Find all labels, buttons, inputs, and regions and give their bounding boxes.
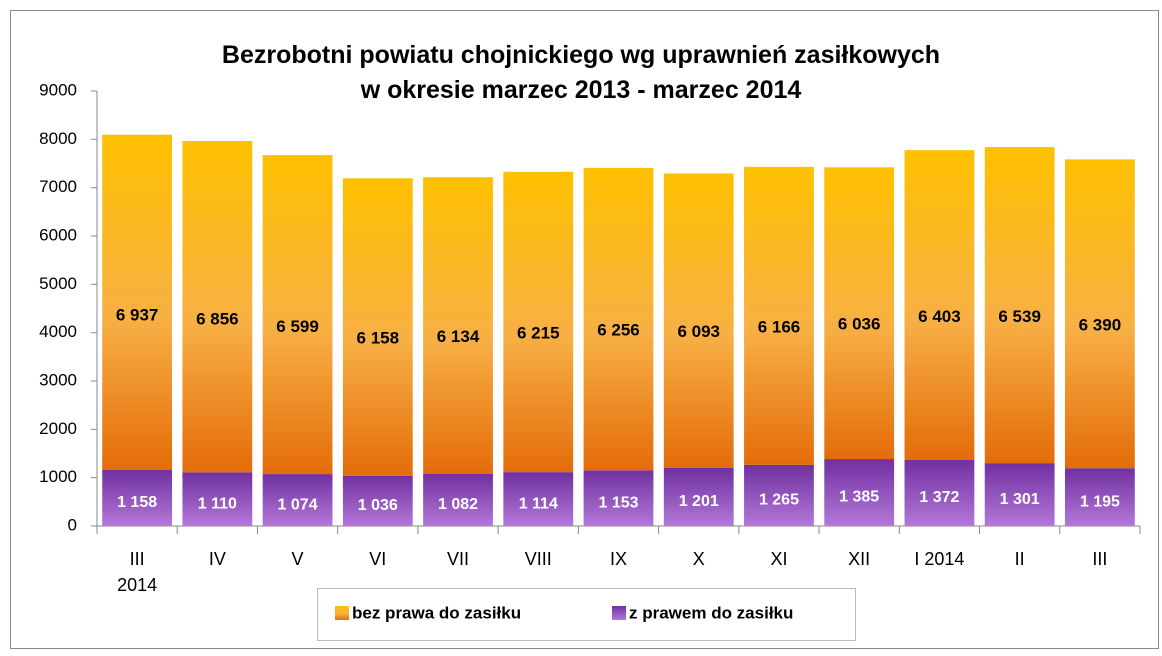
bar-segment [182, 140, 253, 473]
data-label: 6 390 [1079, 316, 1122, 335]
bar-segment [904, 150, 975, 460]
y-tick-label: 0 [68, 515, 77, 534]
x-tick-label: VII [447, 549, 470, 569]
x-tick-label: III 2014 [117, 549, 158, 595]
y-tick-label: 3000 [39, 370, 77, 389]
legend-swatch [612, 606, 626, 620]
data-label: 1 385 [839, 489, 879, 506]
data-label: 6 256 [597, 321, 640, 340]
data-label: 1 195 [1080, 493, 1120, 510]
y-tick-label: 8000 [39, 129, 77, 148]
bar-segment [583, 167, 654, 471]
bar-segment [744, 166, 814, 465]
bar-segment [984, 463, 1055, 526]
y-tick-label: 4000 [39, 322, 77, 341]
data-label: 1 201 [679, 493, 719, 510]
data-label: 6 937 [116, 305, 159, 324]
bar-segment [262, 474, 333, 526]
data-label: 6 158 [357, 328, 400, 347]
y-tick-label: 6000 [39, 225, 77, 244]
bar-segment [102, 470, 173, 526]
data-label: 6 215 [517, 323, 560, 342]
data-label: 1 110 [198, 495, 237, 512]
y-tick-label: 9000 [39, 80, 77, 99]
data-label: 6 093 [677, 322, 720, 341]
x-tick-label: III [1092, 549, 1108, 569]
legend-box [317, 588, 856, 641]
bar-segment [663, 173, 734, 468]
data-label: 1 114 [519, 495, 558, 512]
x-tick-label: II [1014, 549, 1025, 569]
chart-title: Bezrobotni powiatu chojnickiego wg upraw… [221, 41, 941, 104]
x-tick-label: I 2014 [914, 549, 965, 569]
data-label: 6 856 [196, 309, 239, 328]
legend-label: bez prawa do zasiłku [352, 603, 521, 622]
bar-segment [262, 155, 333, 475]
bar-segment [904, 459, 975, 526]
bar-segment [744, 464, 814, 526]
legend-swatch [335, 606, 349, 620]
data-label: 6 539 [998, 307, 1041, 326]
data-label: 6 599 [276, 317, 319, 336]
x-tick-label: V [291, 549, 304, 569]
data-label: 1 036 [358, 497, 398, 514]
bar-segment [102, 134, 173, 471]
y-tick-label: 1000 [39, 467, 77, 486]
bar-segment [663, 467, 734, 526]
bar-segment [824, 167, 895, 460]
data-label: 6 403 [918, 307, 961, 326]
bar-segment [342, 178, 413, 476]
x-tick-label: IV [208, 549, 226, 569]
data-label: 6 134 [437, 327, 480, 346]
data-label: 6 166 [758, 317, 801, 336]
x-tick-label: IX [609, 549, 627, 569]
bar-segment [182, 472, 253, 526]
x-tick-label: X [692, 549, 705, 569]
x-tick-label: XI [770, 549, 788, 569]
x-tick-label: VI [369, 549, 387, 569]
data-label: 1 074 [278, 496, 318, 513]
data-label: 6 036 [838, 314, 881, 333]
y-tick-label: 2000 [39, 419, 77, 438]
legend-label: z prawem do zasiłku [629, 603, 793, 622]
bar-segment [503, 171, 574, 473]
data-label: 1 158 [117, 494, 157, 511]
y-tick-label: 5000 [39, 274, 77, 293]
bar-segment [342, 475, 413, 526]
bar-segment [503, 472, 574, 526]
data-label: 1 082 [438, 496, 478, 513]
x-tick-label: VIII [524, 549, 552, 569]
y-tick-label: 7000 [39, 177, 77, 196]
bar-segment [1064, 468, 1135, 526]
bar-segment [423, 473, 493, 526]
data-label: 1 301 [1000, 491, 1040, 508]
bar-segment [583, 470, 654, 526]
bar-segment [1064, 159, 1135, 469]
data-label: 1 153 [598, 494, 638, 511]
x-tick-label: XII [848, 549, 871, 569]
bar-segment [423, 177, 493, 474]
bar-segment [984, 147, 1055, 464]
bar-segment [824, 459, 895, 526]
data-label: 1 372 [919, 489, 959, 506]
data-label: 1 265 [759, 492, 799, 509]
